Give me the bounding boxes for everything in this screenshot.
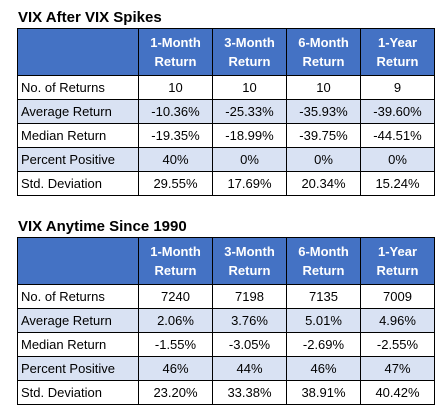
table-cell: 4.96% xyxy=(360,308,435,333)
column-header-line2: Return xyxy=(228,263,271,278)
table-title: VIX Anytime Since 1990 xyxy=(18,218,187,235)
table-cell: 46% xyxy=(286,356,361,381)
column-header-line1: 6-Month xyxy=(298,244,349,259)
stats-table: 1-Month Return 3-Month Return 6-Month Retur… xyxy=(17,28,435,196)
table-block-vix-anytime: VIX Anytime Since 1990 1-Month Return 3-M… xyxy=(17,217,435,405)
table-cell: 0% xyxy=(212,147,287,172)
table-cell: 10 xyxy=(212,75,287,100)
column-header-line1: 1-Month xyxy=(150,244,201,259)
table-cell: 29.55% xyxy=(138,171,213,196)
row-label: Percent Positive xyxy=(17,356,139,381)
column-header-line1: 3-Month xyxy=(224,244,275,259)
table-cell: 38.91% xyxy=(286,380,361,405)
table-cell: 40.42% xyxy=(360,380,435,405)
table-cell: 7009 xyxy=(360,284,435,309)
row-label: Average Return xyxy=(17,308,139,333)
table-row: Percent Positive 40% 0% 0% 0% xyxy=(17,147,435,172)
column-header-line1: 1-Year xyxy=(377,35,418,50)
row-label: No. of Returns xyxy=(17,284,139,309)
table-cell: -1.55% xyxy=(138,332,213,357)
column-header-line1: 6-Month xyxy=(298,35,349,50)
header-row: 1-Month Return 3-Month Return 6-Month Retur… xyxy=(17,28,435,76)
column-header: 1-Month Return xyxy=(138,237,213,285)
column-header-line1: 1-Month xyxy=(150,35,201,50)
column-header-line1: 3-Month xyxy=(224,35,275,50)
table-cell: -39.75% xyxy=(286,123,361,148)
column-header-line2: Return xyxy=(154,263,197,278)
table-cell: 10 xyxy=(138,75,213,100)
table-cell: 3.76% xyxy=(212,308,287,333)
table-row: Average Return 2.06% 3.76% 5.01% 4.96% xyxy=(17,308,435,333)
table-cell: -2.69% xyxy=(286,332,361,357)
column-header: 6-Month Return xyxy=(286,28,361,76)
table-cell: -44.51% xyxy=(360,123,435,148)
row-label: Median Return xyxy=(17,123,139,148)
table-cell: 17.69% xyxy=(212,171,287,196)
table-row: Std. Deviation 29.55% 17.69% 20.34% 15.2… xyxy=(17,171,435,196)
table-cell: 0% xyxy=(286,147,361,172)
column-header-line1: 1-Year xyxy=(377,244,418,259)
table-row: No. of Returns 7240 7198 7135 7009 xyxy=(17,284,435,309)
table-cell: -2.55% xyxy=(360,332,435,357)
row-label: Std. Deviation xyxy=(17,171,139,196)
table-row: Median Return -1.55% -3.05% -2.69% -2.55… xyxy=(17,332,435,357)
header-blank-cell xyxy=(17,237,139,285)
table-cell: -19.35% xyxy=(138,123,213,148)
table-cell: -25.33% xyxy=(212,99,287,124)
column-header-line2: Return xyxy=(302,54,345,69)
table-cell: 47% xyxy=(360,356,435,381)
table-cell: 46% xyxy=(138,356,213,381)
column-header: 3-Month Return xyxy=(212,28,287,76)
table-cell: -18.99% xyxy=(212,123,287,148)
table-cell: 33.38% xyxy=(212,380,287,405)
table-cell: 7240 xyxy=(138,284,213,309)
table-cell: 0% xyxy=(360,147,435,172)
column-header: 1-Month Return xyxy=(138,28,213,76)
table-cell: 10 xyxy=(286,75,361,100)
table-block-vix-spikes: VIX After VIX Spikes 1-Month Return 3-Mon… xyxy=(17,8,435,196)
table-cell: 9 xyxy=(360,75,435,100)
table-row: Std. Deviation 23.20% 33.38% 38.91% 40.4… xyxy=(17,380,435,405)
table-cell: 20.34% xyxy=(286,171,361,196)
column-header-line2: Return xyxy=(376,263,419,278)
table-cell: -10.36% xyxy=(138,99,213,124)
row-label: Average Return xyxy=(17,99,139,124)
row-label: Percent Positive xyxy=(17,147,139,172)
table-row: Average Return -10.36% -25.33% -35.93% -… xyxy=(17,99,435,124)
column-header-line2: Return xyxy=(302,263,345,278)
table-cell: -39.60% xyxy=(360,99,435,124)
table-cell: -35.93% xyxy=(286,99,361,124)
column-header: 6-Month Return xyxy=(286,237,361,285)
header-blank-cell xyxy=(17,28,139,76)
column-header-line2: Return xyxy=(376,54,419,69)
table-row: No. of Returns 10 10 10 9 xyxy=(17,75,435,100)
table-cell: 15.24% xyxy=(360,171,435,196)
column-header-line2: Return xyxy=(154,54,197,69)
row-label: Median Return xyxy=(17,332,139,357)
table-cell: -3.05% xyxy=(212,332,287,357)
column-header: 3-Month Return xyxy=(212,237,287,285)
row-label: No. of Returns xyxy=(17,75,139,100)
column-header: 1-Year Return xyxy=(360,28,435,76)
table-row: Percent Positive 46% 44% 46% 47% xyxy=(17,356,435,381)
table-cell: 2.06% xyxy=(138,308,213,333)
table-title: VIX After VIX Spikes xyxy=(18,9,162,26)
table-cell: 44% xyxy=(212,356,287,381)
table-cell: 40% xyxy=(138,147,213,172)
stats-table: 1-Month Return 3-Month Return 6-Month Retur… xyxy=(17,237,435,405)
column-header: 1-Year Return xyxy=(360,237,435,285)
header-row: 1-Month Return 3-Month Return 6-Month Retur… xyxy=(17,237,435,285)
table-cell: 23.20% xyxy=(138,380,213,405)
column-header-line2: Return xyxy=(228,54,271,69)
table-cell: 7198 xyxy=(212,284,287,309)
row-label: Std. Deviation xyxy=(17,380,139,405)
table-cell: 5.01% xyxy=(286,308,361,333)
table-row: Median Return -19.35% -18.99% -39.75% -4… xyxy=(17,123,435,148)
table-cell: 7135 xyxy=(286,284,361,309)
